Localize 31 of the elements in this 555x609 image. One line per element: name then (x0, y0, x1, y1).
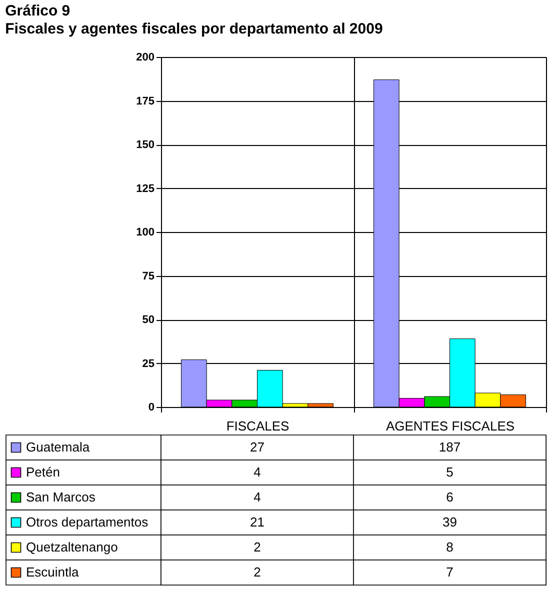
data-label: 4 (254, 464, 261, 480)
data-label: 6 (446, 490, 454, 504)
data-label: 2 (254, 564, 261, 580)
data-label: 21 (250, 514, 264, 530)
data-label: 5 (446, 464, 454, 480)
data-label: 7 (446, 564, 454, 580)
legend-label: Otros departamentos (26, 514, 149, 530)
legend-label: Guatemala (26, 440, 90, 454)
data-label: 187 (438, 440, 461, 454)
y-tick-label: 50 (142, 314, 154, 326)
data-label: 2 (254, 540, 261, 554)
data-label: 39 (442, 514, 457, 530)
data-label: 27 (250, 440, 264, 454)
x-tick-label: AGENTES FISCALES (386, 418, 515, 434)
legend-label: San Marcos (26, 490, 96, 504)
data-label: 8 (446, 540, 454, 554)
y-tick-label: 175 (136, 95, 154, 108)
y-tick-label: 75 (142, 270, 154, 282)
legend-label: Quetzaltenango (26, 540, 118, 554)
data-label: 4 (254, 490, 261, 504)
y-tick-label: 150 (136, 139, 154, 151)
legend-label: Escuintla (26, 564, 80, 580)
y-tick-label: 25 (142, 358, 154, 370)
legend-label: Petén (26, 464, 60, 480)
y-tick-label: 125 (136, 182, 154, 195)
y-tick-label: 200 (136, 52, 154, 64)
chart-subtitle: Fiscales y agentes fiscales por departamento al 2009 (5, 20, 383, 38)
x-tick-label: FISCALES (226, 418, 290, 434)
text: Gráfico 9 (5, 2, 70, 20)
y-tick-label: 100 (136, 226, 154, 238)
y-tick-label: 0 (148, 402, 154, 414)
